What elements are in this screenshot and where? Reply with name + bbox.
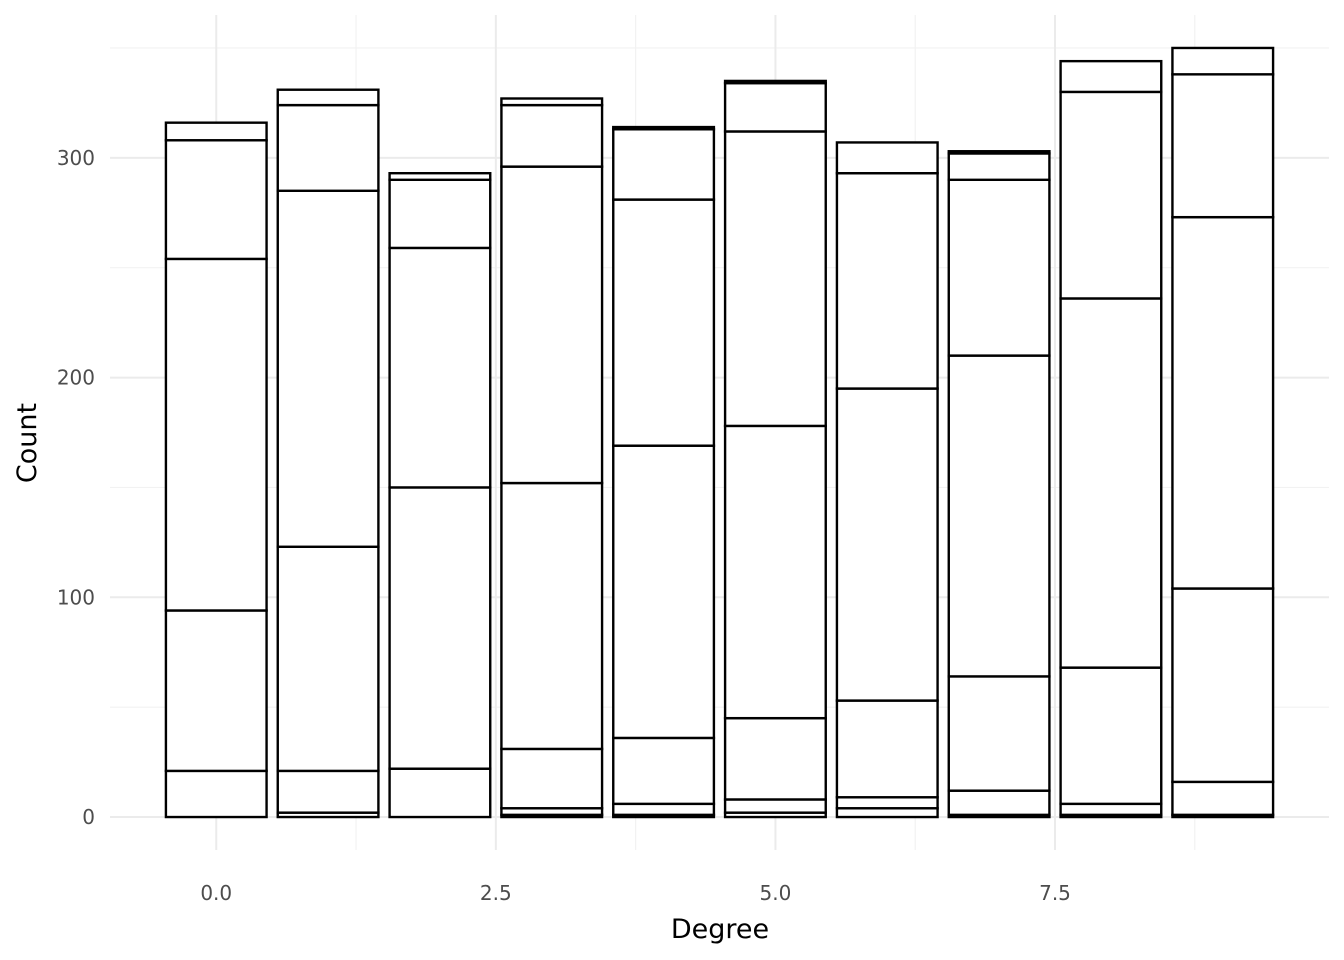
bar-segment-4-4 <box>612 198 716 447</box>
y-tick-label: 0 <box>82 805 95 829</box>
bar-segment-7-3 <box>947 354 1051 678</box>
x-tick-label: 7.5 <box>1039 881 1071 905</box>
bar-segment-3-4 <box>500 165 604 485</box>
y-axis-ticks: 0 100 200 300 <box>57 146 95 829</box>
y-tick-label: 300 <box>57 146 95 170</box>
bar-segment-7-2 <box>947 675 1051 792</box>
bar-segment-6-3 <box>835 387 939 702</box>
y-tick-label: 200 <box>57 366 95 390</box>
bar-segment-5-6 <box>723 79 827 85</box>
bar-segment-9-5 <box>1171 46 1275 76</box>
bar-segment-1-4 <box>276 103 380 192</box>
bar-segment-6-0 <box>835 807 939 819</box>
bar-segment-1-1 <box>276 769 380 814</box>
bar-segment-4-6 <box>612 125 716 131</box>
bar-segment-5-4 <box>723 130 827 428</box>
bar-segment-6-5 <box>835 141 939 175</box>
bar-segment-2-4 <box>388 172 492 182</box>
bar-segment-6-1 <box>835 796 939 810</box>
bar-segment-5-2 <box>723 716 827 801</box>
bar-segment-5-3 <box>723 424 827 720</box>
bar-segment-0-2 <box>164 257 268 612</box>
bar-segment-5-5 <box>723 81 827 133</box>
bar-segment-2-1 <box>388 486 492 770</box>
bar-segment-9-1 <box>1171 780 1275 817</box>
bar-segment-3-5 <box>500 103 604 168</box>
bar-segment-4-2 <box>612 736 716 806</box>
bar-segment-7-1 <box>947 789 1051 817</box>
bar-segment-7-4 <box>947 178 1051 357</box>
bar-segment-9-4 <box>1171 73 1275 219</box>
bar-segment-1-2 <box>276 545 380 773</box>
bar-segment-8-5 <box>1059 59 1163 94</box>
bar-segment-7-5 <box>947 152 1051 182</box>
bar-segment-9-2 <box>1171 587 1275 784</box>
x-axis-title: Degree <box>671 914 769 945</box>
bar-segment-8-4 <box>1059 90 1163 300</box>
bar-segment-0-0 <box>164 769 268 819</box>
bar-segment-2-2 <box>388 246 492 489</box>
bar-segment-0-4 <box>164 121 268 142</box>
bar-segment-7-6 <box>947 150 1051 155</box>
bar-segment-1-5 <box>276 88 380 107</box>
bar-segment-9-3 <box>1171 215 1275 590</box>
bar-segment-0-3 <box>164 139 268 261</box>
bar-segment-5-1 <box>723 798 827 814</box>
bar-segment-3-3 <box>500 481 604 751</box>
y-axis-title: Count <box>12 403 43 483</box>
x-tick-label: 0.0 <box>200 881 232 905</box>
y-tick-label: 100 <box>57 585 95 609</box>
bar-segment-4-3 <box>612 444 716 740</box>
bar-segment-2-0 <box>388 767 492 819</box>
x-axis-ticks: 0.0 2.5 5.0 7.5 <box>200 881 1071 905</box>
x-tick-label: 5.0 <box>760 881 792 905</box>
x-tick-label: 2.5 <box>480 881 512 905</box>
bar-segment-4-1 <box>612 802 716 817</box>
bar-segment-1-3 <box>276 189 380 548</box>
bar-segment-8-1 <box>1059 802 1163 817</box>
bar-segment-6-4 <box>835 172 939 390</box>
bar-segment-8-2 <box>1059 666 1163 806</box>
bar-segment-8-3 <box>1059 297 1163 669</box>
bar-segment-6-2 <box>835 699 939 799</box>
bars <box>164 46 1275 819</box>
bar-segment-2-3 <box>388 178 492 250</box>
bar-segment-0-1 <box>164 609 268 773</box>
bar-segment-3-6 <box>500 97 604 107</box>
bar-segment-4-5 <box>612 128 716 201</box>
bar-segment-3-2 <box>500 747 604 810</box>
